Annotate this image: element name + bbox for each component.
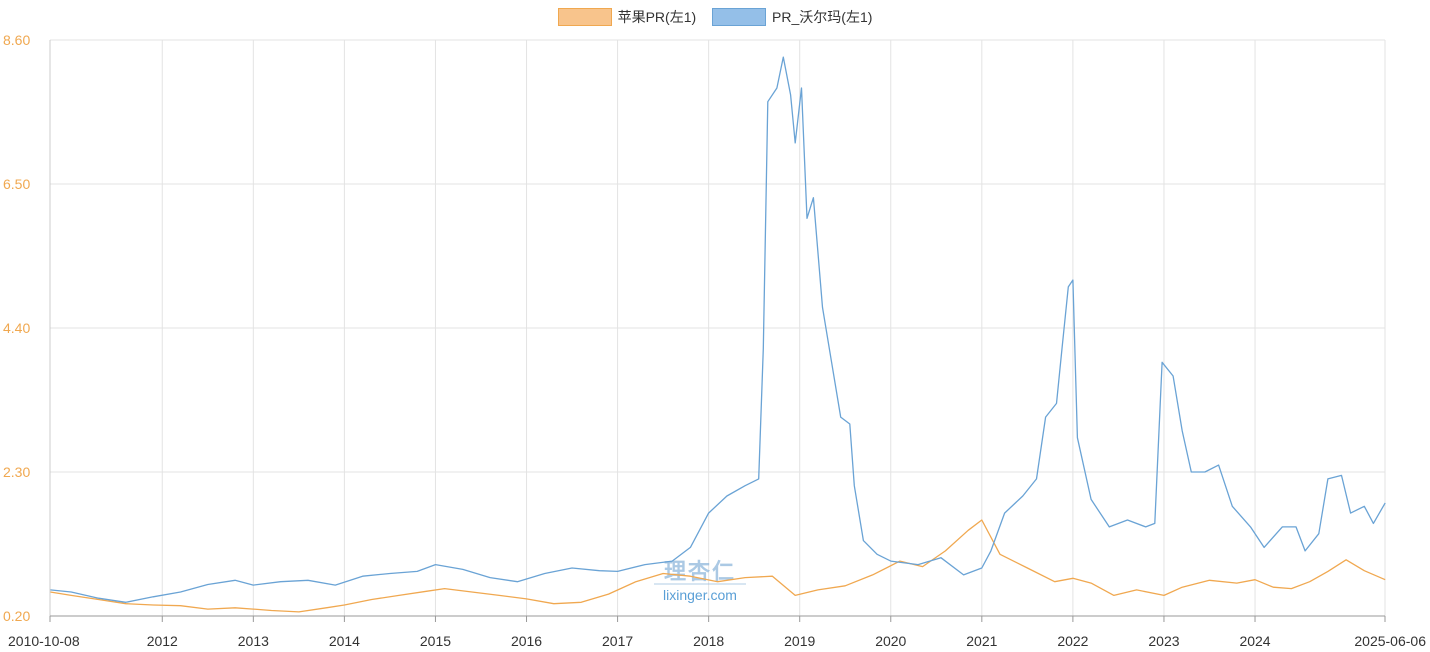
x-tick-label: 2014 (329, 633, 360, 649)
legend-item-apple-pr[interactable]: 苹果PR(左1) (557, 7, 697, 27)
chart-legend: 苹果PR(左1) PR_沃尔玛(左1) (0, 7, 1430, 29)
x-tick-label: 2017 (602, 633, 633, 649)
chart-grid (49, 39, 1386, 617)
x-tick-label: 2022 (1057, 633, 1088, 649)
watermark-en: lixinger.com (663, 587, 737, 603)
y-tick-label: 2.30 (3, 464, 30, 480)
x-tick-label: 2023 (1148, 633, 1179, 649)
legend-item-walmart-pr[interactable]: PR_沃尔玛(左1) (712, 7, 872, 27)
x-tick-label: 2021 (966, 633, 997, 649)
x-tick-label: 2025-06-06 (1354, 633, 1426, 649)
y-tick-label: 8.60 (3, 32, 30, 48)
y-tick-label: 0.20 (3, 608, 30, 624)
series-line-walmart-pr (50, 56, 1386, 603)
legend-label-apple: 苹果PR(左1) (617, 9, 697, 25)
chart-axes: 8.60 6.50 4.40 2.30 0.20 2010-10-08 2012 2013 20… (3, 32, 1426, 649)
y-tick-label: 6.50 (3, 176, 30, 192)
x-tick-label: 2010-10-08 (8, 633, 80, 649)
legend-swatch-apple (557, 8, 612, 26)
x-tick-label: 2018 (693, 633, 724, 649)
x-tick-label: 2019 (784, 633, 815, 649)
x-tick-label: 2013 (238, 633, 269, 649)
x-tick-label: 2016 (511, 633, 542, 649)
x-tick-label: 2020 (875, 633, 906, 649)
legend-swatch-walmart (712, 8, 767, 26)
x-tick-label: 2024 (1239, 633, 1270, 649)
x-tick-label: 2012 (147, 633, 178, 649)
legend-label-walmart: PR_沃尔玛(左1) (772, 9, 873, 25)
y-tick-label: 4.40 (3, 320, 30, 336)
chart-series (50, 56, 1386, 613)
x-tick-label: 2015 (420, 633, 451, 649)
watermark: 理杏仁 lixinger.com (654, 559, 746, 603)
series-line-apple-pr (50, 519, 1386, 613)
